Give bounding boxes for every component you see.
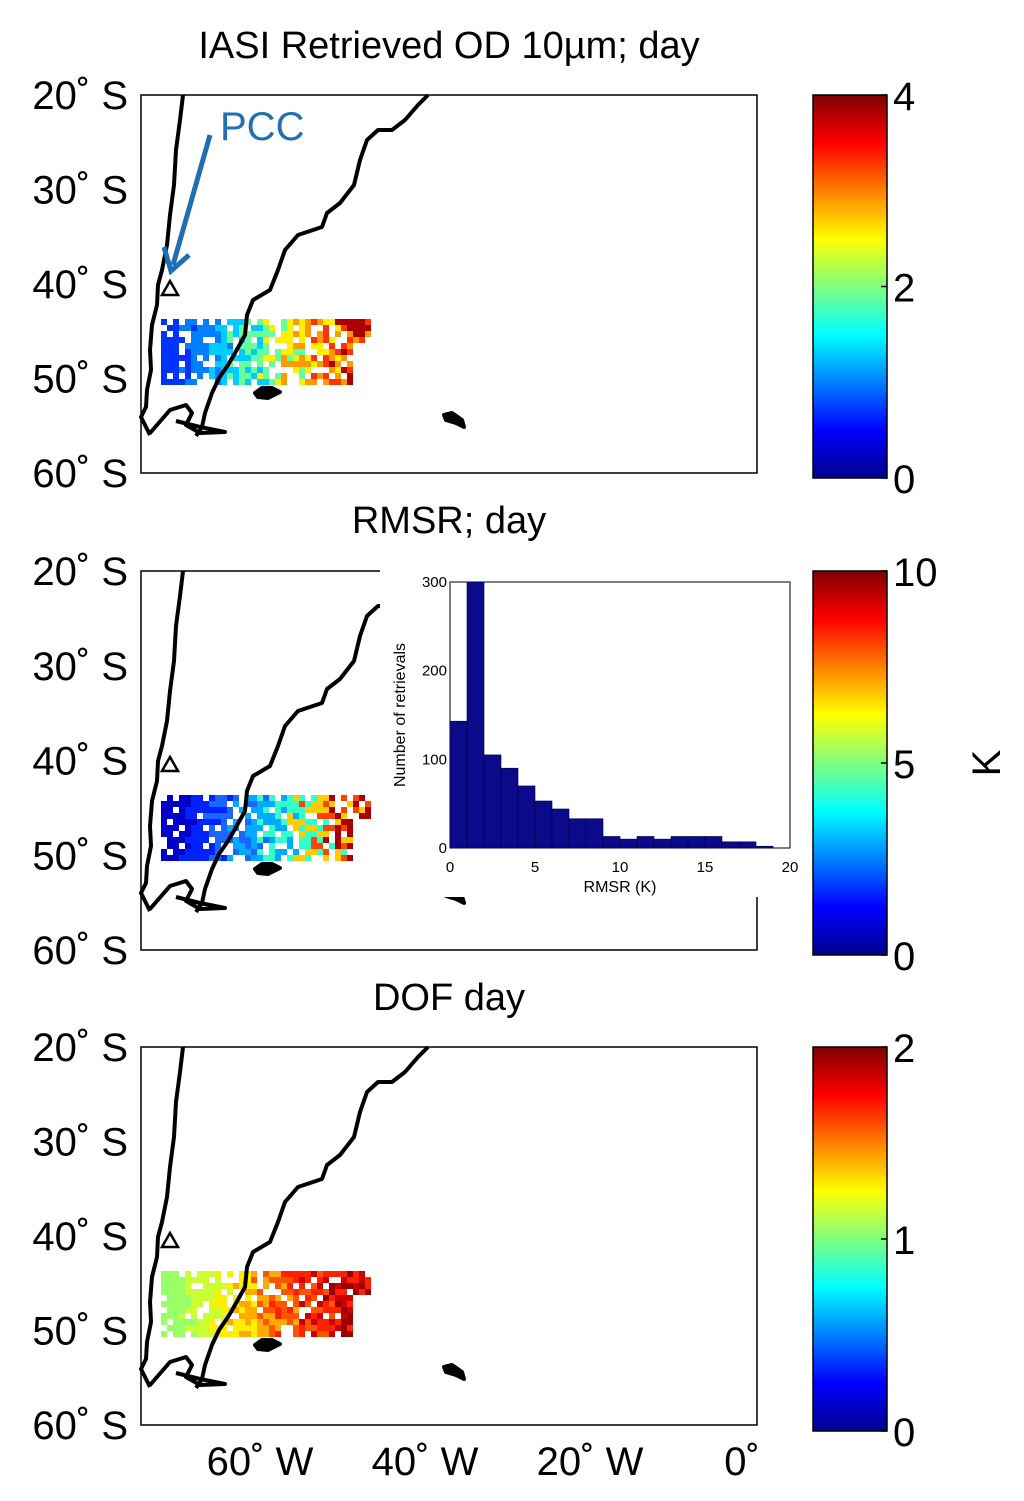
inset-y-tick-label: 300 <box>422 574 447 591</box>
coastline-east <box>194 569 430 914</box>
y-tick-label: 30˚ S <box>32 645 128 689</box>
histogram-bar <box>500 767 519 849</box>
colorbar-unit-label: K <box>965 749 1009 776</box>
coastline-west <box>139 1046 185 1388</box>
inset-y-label-group: Number of retrievals <box>392 643 409 787</box>
pcc-arrow-shaft <box>170 134 213 266</box>
histogram-bar <box>755 845 774 849</box>
x-tick-label: 20˚ W <box>537 1440 644 1484</box>
y-tick-label: 40˚ S <box>32 740 128 784</box>
histogram-bar <box>602 836 621 849</box>
panel-title: DOF day <box>373 977 525 1019</box>
histogram-bar <box>568 818 587 849</box>
y-tick-label: 30˚ S <box>32 169 128 213</box>
colorbar <box>812 1046 888 1432</box>
pcc-annotation-label: PCC <box>220 105 304 149</box>
retrieval-field <box>161 1271 371 1337</box>
coastline-east <box>194 1045 430 1390</box>
colorbar-tick-label: 4 <box>893 75 915 119</box>
histogram-bar <box>653 838 672 849</box>
y-tick-label: 20˚ S <box>32 74 128 118</box>
inset-x-tick-label: 20 <box>782 859 799 876</box>
island-falklands <box>253 1338 282 1352</box>
histogram-bar <box>551 808 570 849</box>
map-frame <box>140 94 758 474</box>
y-tick-label: 50˚ S <box>32 1310 128 1354</box>
y-tick-label: 60˚ S <box>32 929 128 973</box>
inset-x-tick-label: 15 <box>697 859 714 876</box>
colorbar <box>812 94 888 479</box>
inset-y-tick-label: 0 <box>439 840 447 857</box>
y-tick-label: 40˚ S <box>32 1215 128 1259</box>
histogram-bar <box>585 818 604 849</box>
histogram-bar <box>636 836 655 849</box>
histogram-bar <box>517 785 536 849</box>
histogram-bar <box>534 800 553 849</box>
colorbar-label-group: K <box>965 749 1009 776</box>
y-tick-label: 60˚ S <box>32 452 128 496</box>
colorbar-tick-label: 5 <box>893 743 915 787</box>
map-frame <box>140 1046 758 1426</box>
colorbar-tick-label: 0 <box>893 1411 915 1455</box>
island-falklands <box>253 862 282 876</box>
volcano-marker <box>159 1230 181 1249</box>
inset-y-tick-label: 100 <box>422 751 447 768</box>
coastline-tierra-del-fuego <box>148 1355 227 1387</box>
coastline-west <box>139 94 185 436</box>
island-south-georgia <box>442 1363 466 1381</box>
inset-x-tick-label: 0 <box>446 859 454 876</box>
y-tick-label: 30˚ S <box>32 1121 128 1165</box>
colorbar-tick-label: 2 <box>893 267 915 311</box>
y-tick-label: 40˚ S <box>32 263 128 307</box>
colorbar <box>812 570 888 956</box>
y-tick-label: 20˚ S <box>32 550 128 594</box>
histogram-bar <box>619 838 638 849</box>
coastline-tierra-del-fuego <box>148 403 227 435</box>
coastline-tierra-del-fuego <box>148 879 227 911</box>
histogram-bar <box>449 720 468 849</box>
retrieval-field <box>161 319 371 385</box>
volcano-marker <box>159 754 181 773</box>
y-tick-label: 50˚ S <box>32 834 128 878</box>
histogram-bar <box>738 841 757 849</box>
panel-title: IASI Retrieved OD 10µm; day <box>198 25 699 67</box>
histogram-bar <box>466 581 485 849</box>
colorbar-tick-label: 0 <box>893 458 915 502</box>
histogram-bar <box>670 836 689 849</box>
histogram-bar <box>687 836 706 849</box>
inset-x-tick-label: 5 <box>531 859 539 876</box>
x-tick-label: 60˚ W <box>207 1440 314 1484</box>
histogram-bar <box>483 754 502 849</box>
histogram-bar <box>721 841 740 849</box>
panel-title: RMSR; day <box>352 500 546 542</box>
pcc-arrowhead <box>161 246 191 276</box>
island-falklands <box>253 386 282 400</box>
x-tick-label: 0˚ <box>724 1440 760 1484</box>
coastline-east <box>194 93 430 438</box>
histogram-bar <box>704 836 723 849</box>
inset-y-tick-label: 200 <box>422 663 447 680</box>
island-south-georgia <box>442 411 466 429</box>
colorbar-tick-label: 2 <box>893 1027 915 1071</box>
coastline-west <box>139 570 185 912</box>
y-tick-label: 50˚ S <box>32 358 128 402</box>
colorbar-tick-label: 0 <box>893 935 915 979</box>
inset-x-axis-label: RMSR (K) <box>584 879 657 896</box>
colorbar-tick-label: 10 <box>893 551 938 595</box>
inset-x-tick-label: 10 <box>612 859 629 876</box>
x-tick-label: 40˚ W <box>372 1440 479 1484</box>
colorbar-tick-label: 1 <box>893 1219 915 1263</box>
y-tick-label: 20˚ S <box>32 1026 128 1070</box>
volcano-marker <box>159 278 181 297</box>
inset-y-axis-label: Number of retrievals <box>392 643 409 787</box>
y-tick-label: 60˚ S <box>32 1404 128 1448</box>
